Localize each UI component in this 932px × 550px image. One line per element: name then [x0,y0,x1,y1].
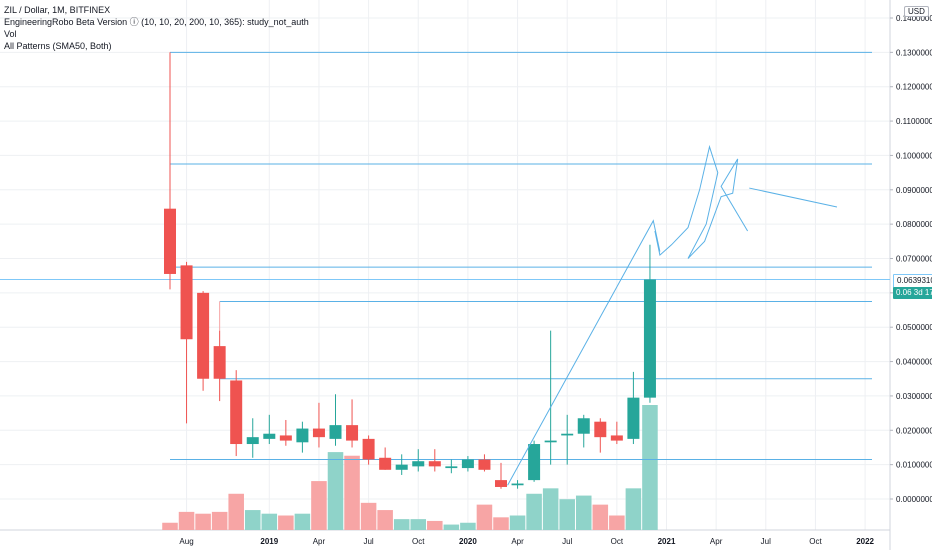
volume-bar [542,488,559,530]
volume-bar [592,504,609,530]
x-tick-label: 2021 [658,537,676,546]
candle-body [164,208,176,274]
volume-bar [244,510,261,530]
x-tick-label: 2019 [260,537,278,546]
candle-body [495,480,507,487]
candle-body [577,418,590,434]
candle-body [296,428,309,443]
candle-body [246,437,259,445]
candle-body [511,483,524,486]
volume-bar [575,495,592,530]
candle-body [213,346,226,379]
x-tick-label: Apr [511,537,524,546]
candle-body [610,435,623,441]
candle-body [461,459,474,469]
volume-bar [526,493,542,530]
volume-bar [377,510,393,530]
study-title[interactable]: EngineeringRobo Beta Version ⓘ (10, 10, … [4,17,309,27]
x-tick-label: Jul [761,537,771,546]
candle-body [395,464,408,470]
volume-bar [294,513,311,530]
candle-body [627,397,640,439]
x-tick-label: Jul [363,537,373,546]
candle-body [197,292,210,379]
x-tick-label: Oct [611,537,624,546]
volume-bar [393,519,410,530]
candle-body [346,425,359,441]
volume-bar [609,515,625,530]
volume-bar [460,522,476,530]
x-tick-label: Oct [809,537,822,546]
x-tick-label: Apr [710,537,723,546]
candle-body [544,440,557,443]
volume-bar [427,520,443,530]
x-tick-label: Apr [313,537,326,546]
volume-title[interactable]: Vol [4,29,17,39]
volume-bar [311,481,327,530]
trend-line [749,187,838,208]
currency-badge[interactable]: USD [904,6,929,17]
volume-bar [327,452,344,530]
candle-body [478,459,491,470]
volume-bar [410,519,427,530]
volume-bar [493,517,509,530]
candle-body [312,428,325,438]
volume-bar [195,513,211,530]
candle-body [230,380,243,445]
candle-body [528,444,541,481]
candle-body [445,466,458,469]
candle-body [643,279,656,398]
volume-bar [178,511,195,530]
x-tick-label: Oct [412,537,425,546]
volume-bar [162,522,178,530]
volume-bar [344,455,360,530]
candle-body [362,438,375,460]
volume-bar [360,502,377,530]
volume-bar [228,493,244,530]
x-tick-label: 2022 [856,537,874,546]
volume-bar [625,488,642,530]
volume-bar [443,524,460,530]
candle-body [329,425,342,439]
volume-bar [559,499,575,530]
x-tick-label: 2020 [459,537,477,546]
countdown-label: 0.06 3d 17h [893,287,932,299]
candle-body [279,435,292,441]
projection-path [507,144,749,486]
volume-bar [642,405,658,530]
y-tick-label: 0.00000000 [896,495,932,504]
candle-body [428,461,441,467]
current-price-label: 0.06393100 [893,274,932,288]
candle-body [412,461,425,467]
candle-body [594,421,607,438]
chart-legend: ZIL / Dollar, 1M, BITFINEX EngineeringRo… [4,4,309,52]
volume-bar [278,515,294,530]
candle-body [263,433,276,439]
x-tick-label: Aug [179,537,193,546]
volume-bar [476,504,493,530]
candle-body [561,433,574,436]
volume-bar [211,511,228,530]
candle-body [379,457,392,470]
x-tick-label: Jul [562,537,572,546]
volume-bar [261,513,278,530]
volume-bar [509,515,526,530]
candle-body [180,265,193,340]
symbol-title[interactable]: ZIL / Dollar, 1M, BITFINEX [4,5,111,15]
patterns-title[interactable]: All Patterns (SMA50, Both) [4,41,112,51]
